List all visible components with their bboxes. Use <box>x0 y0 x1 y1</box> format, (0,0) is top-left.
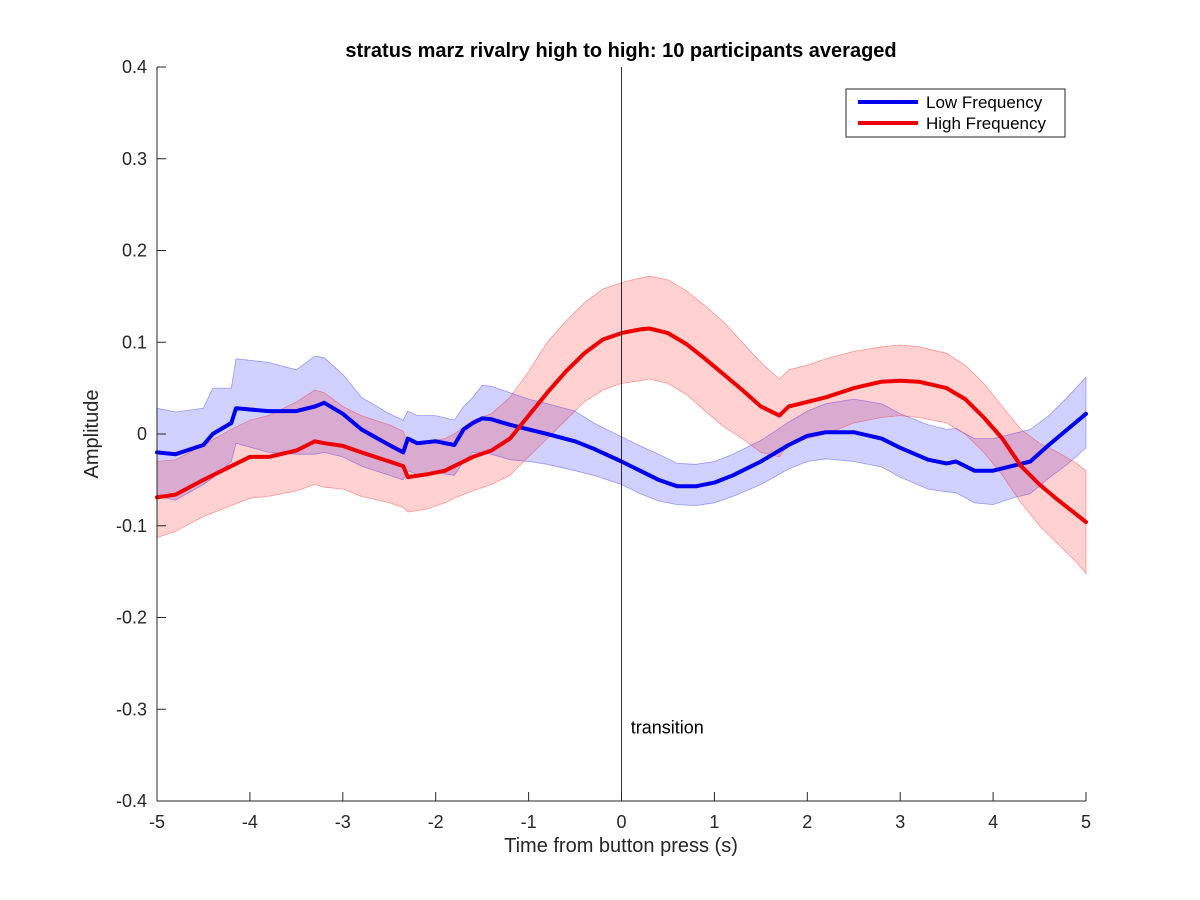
y-tick-label: 0 <box>137 424 147 444</box>
transition-marker: transition <box>621 67 704 801</box>
x-tick-label: 1 <box>709 812 719 832</box>
chart-title: stratus marz rivalry high to high: 10 pa… <box>345 40 896 62</box>
legend-label-low-frequency: Low Frequency <box>926 93 1043 112</box>
axes: -5 -4 -3 -2 -1 0 1 2 3 4 5 -0.4 -0.3 -0.2 -0.1 0 0.1 0.2 0… <box>116 57 1091 832</box>
low-frequency-line <box>155 400 1088 489</box>
y-tick-label: -0.2 <box>116 608 147 628</box>
high-frequency-band <box>156 275 1087 575</box>
transition-label: transition <box>631 718 704 738</box>
x-tick-label: 0 <box>616 812 626 832</box>
x-tick-label: -3 <box>335 812 351 832</box>
y-tick-label: -0.1 <box>116 516 147 536</box>
y-tick-label: 0.4 <box>122 57 147 77</box>
legend-box <box>845 88 1066 138</box>
x-tick-label: -1 <box>521 812 537 832</box>
y-axis-label: Amplitude <box>81 390 103 479</box>
x-tick-label: 3 <box>895 812 905 832</box>
legend-label-high-frequency: High Frequency <box>926 114 1047 133</box>
x-tick-label: 4 <box>988 812 998 832</box>
x-tick-label: -5 <box>149 812 165 832</box>
x-tick-label: 5 <box>1081 812 1091 832</box>
y-tick-label: 0.3 <box>122 149 147 169</box>
y-tick-label: 0.2 <box>122 241 147 261</box>
x-tick-label: -2 <box>428 812 444 832</box>
y-tick-label: -0.4 <box>116 791 147 811</box>
legend: Low Frequency High Frequency <box>845 88 1066 138</box>
x-axis-label: Time from button press (s) <box>504 835 738 857</box>
y-tick-label: 0.1 <box>122 332 147 352</box>
y-tick-label: -0.3 <box>116 699 147 719</box>
x-tick-label: -4 <box>242 812 258 832</box>
x-tick-label: 2 <box>802 812 812 832</box>
